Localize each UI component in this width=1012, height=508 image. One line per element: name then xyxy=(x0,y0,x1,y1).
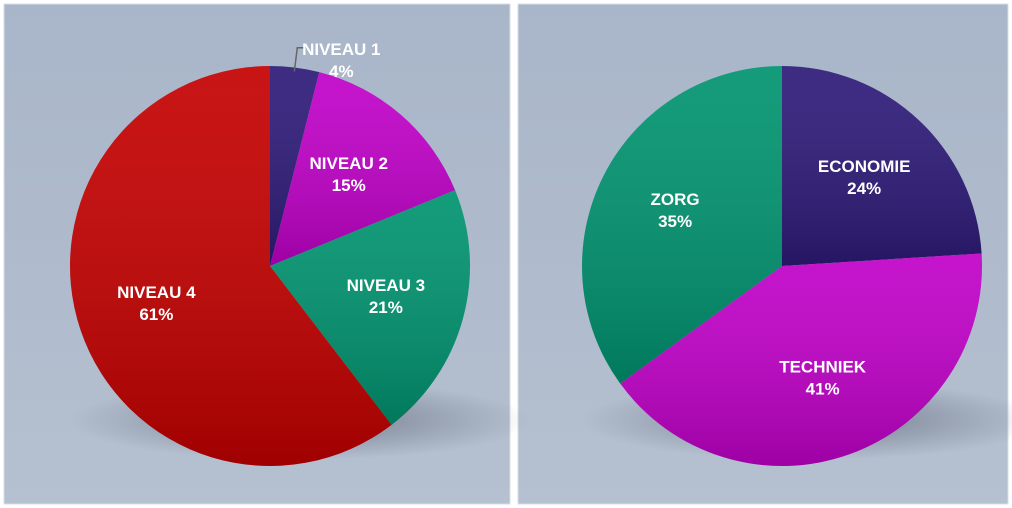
slice-value-label: 35% xyxy=(658,212,692,231)
slice-value-label: 15% xyxy=(332,176,366,195)
slice-label: NIVEAU 3 xyxy=(347,276,425,295)
slice-label: TECHNIEK xyxy=(779,357,867,376)
slice-value-label: 21% xyxy=(369,298,403,317)
slice-label: ECONOMIE xyxy=(818,157,911,176)
slice-label: ZORG xyxy=(651,190,700,209)
slice-value-label: 61% xyxy=(139,305,173,324)
slice-shade xyxy=(620,253,982,467)
slice-shade xyxy=(270,72,456,266)
slice-value-label: 41% xyxy=(806,379,840,398)
slice-label: NIVEAU 1 xyxy=(302,40,380,59)
slice-shade xyxy=(270,190,470,425)
slice-label: NIVEAU 2 xyxy=(310,154,388,173)
slice-shade xyxy=(70,66,392,466)
leader-line xyxy=(293,46,306,72)
slice-label: NIVEAU 4 xyxy=(117,283,196,302)
slice-shade xyxy=(581,65,782,384)
slice-shade xyxy=(782,66,982,266)
slice-value-label: 24% xyxy=(847,179,881,198)
slice-value-label: 4% xyxy=(329,62,354,81)
slice-shade xyxy=(270,66,320,266)
